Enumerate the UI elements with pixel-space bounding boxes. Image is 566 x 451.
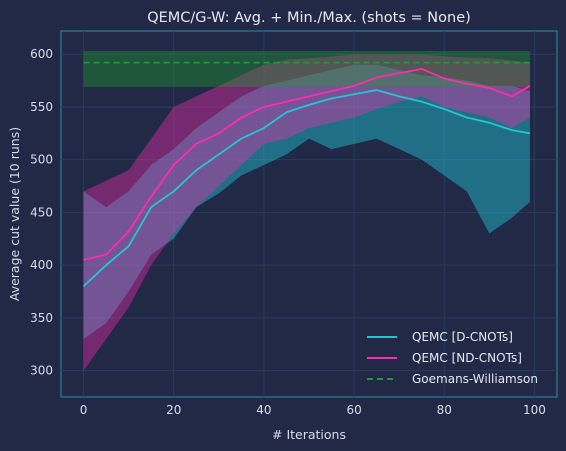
y-tick-label: 600 — [30, 47, 53, 61]
grid — [61, 31, 557, 397]
bands — [83, 51, 530, 371]
y-tick-label: 300 — [30, 364, 53, 378]
x-tick-label: 60 — [346, 403, 361, 417]
legend: QEMC [D-CNOTs] QEMC [ND-CNOTs] Goemans-Wil… — [367, 330, 538, 386]
chart-title: QEMC/G-W: Avg. + Min./Max. (shots = None… — [147, 10, 471, 26]
x-tick-label: 20 — [166, 403, 181, 417]
series-band-0 — [83, 64, 530, 339]
series-band-2 — [83, 51, 530, 87]
lines — [82, 61, 531, 287]
series-line-1 — [83, 68, 531, 261]
y-tick-label: 550 — [30, 100, 53, 114]
y-tick-label: 500 — [30, 153, 53, 167]
series-band-1 — [83, 54, 530, 371]
ticks: 0 20 40 60 80 100 300 350 400 450 500 550 600 — [30, 47, 546, 417]
x-tick-label: 80 — [437, 403, 452, 417]
legend-entry: Goemans-Williamson — [412, 372, 538, 386]
y-tick-label: 350 — [30, 311, 53, 325]
plot-area — [60, 30, 558, 398]
series-line-0 — [82, 89, 531, 287]
x-tick-label: 0 — [80, 403, 88, 417]
x-axis-label: # Iterations — [272, 427, 346, 442]
y-tick-label: 450 — [30, 205, 53, 219]
x-tick-label: 40 — [256, 403, 271, 417]
legend-entry: QEMC [D-CNOTs] — [412, 330, 513, 344]
legend-entry: QEMC [ND-CNOTs] — [412, 351, 522, 365]
y-axis-label: Average cut value (10 runs) — [7, 127, 22, 301]
y-tick-label: 400 — [30, 258, 53, 272]
x-tick-label: 100 — [523, 403, 546, 417]
